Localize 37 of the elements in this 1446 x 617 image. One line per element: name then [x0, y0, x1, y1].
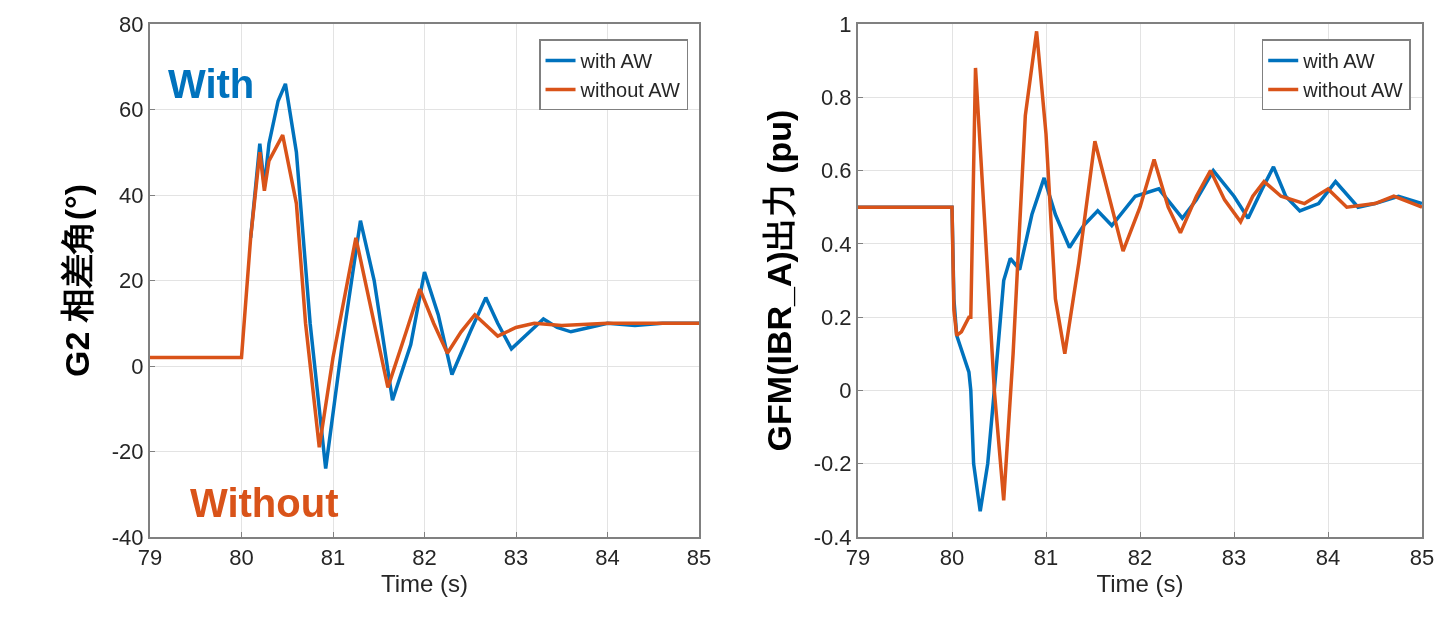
- legend-label: with AW: [1302, 50, 1375, 73]
- y-tick-label: -0.2: [813, 451, 852, 477]
- x-tick-label: 80: [229, 545, 254, 571]
- x-axis-title: Time (s): [1096, 570, 1184, 598]
- y-tick-label: 0: [839, 378, 852, 404]
- annotation: Without: [190, 481, 339, 525]
- y-tick-label: -20: [111, 439, 144, 465]
- x-tick-label: 82: [1127, 545, 1153, 571]
- x-tick-label: 81: [1033, 545, 1059, 571]
- x-tick-label: 84: [1315, 545, 1341, 571]
- y-axis-title: GFM(IBR_A)出力 (pu): [759, 109, 798, 452]
- legend-label: with AW: [579, 50, 653, 73]
- y-tick-label: 80: [119, 11, 144, 37]
- x-axis-title: Time (s): [380, 570, 469, 598]
- x-tick-label: 85: [686, 545, 712, 571]
- y-tick-label: 60: [119, 97, 144, 123]
- y-tick-label: 40: [119, 182, 144, 208]
- y-tick-label: 0.4: [821, 231, 852, 257]
- y-tick-label: 0: [131, 353, 144, 379]
- x-tick-label: 82: [412, 545, 437, 571]
- line-series: [150, 133, 699, 449]
- y-axis-title: G2 相差角(°): [57, 183, 96, 378]
- legend-label: without AW: [579, 79, 680, 102]
- x-tick-label: 83: [503, 545, 529, 571]
- x-tick-label: 81: [320, 545, 346, 571]
- line-series: [858, 29, 1422, 503]
- y-tick-label: 1: [839, 11, 852, 37]
- x-tick-label: 85: [1409, 545, 1435, 571]
- x-tick-label: 80: [939, 545, 965, 571]
- y-tick-label: 0.2: [821, 304, 852, 330]
- annotation: With: [168, 62, 255, 106]
- legend-label: without AW: [1302, 79, 1403, 102]
- y-tick-label: 0.6: [821, 158, 852, 184]
- y-tick-label: 20: [119, 268, 144, 294]
- y-tick-label: 0.8: [821, 84, 852, 110]
- x-tick-label: 83: [1221, 545, 1247, 571]
- x-tick-label: 84: [595, 545, 620, 571]
